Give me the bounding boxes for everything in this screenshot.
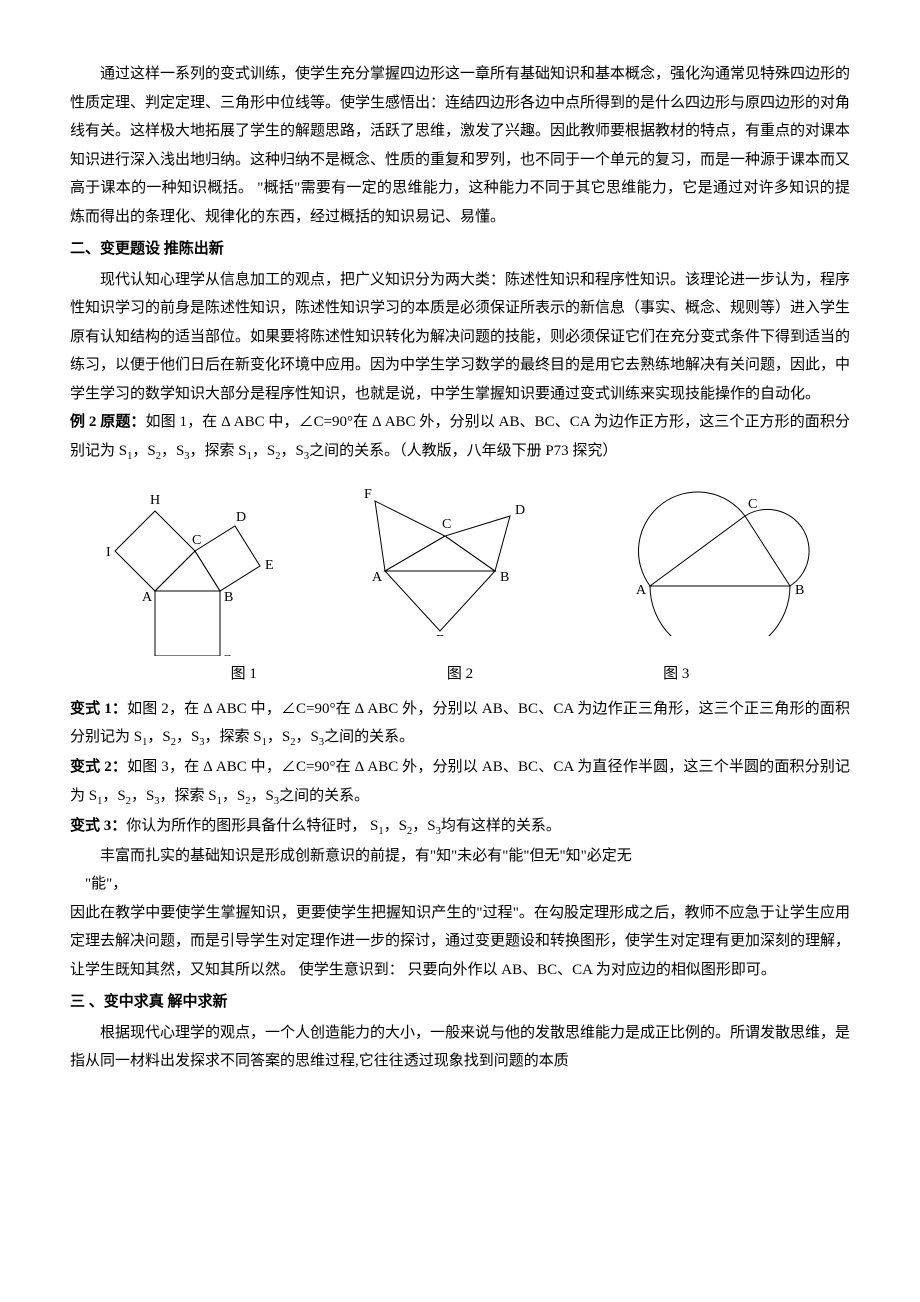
figure-3: A B C	[600, 476, 820, 656]
variant-1-prefix: 变式 1：	[70, 701, 127, 717]
figure-2: A B C D E F	[330, 476, 550, 656]
variant-2-tail: 之间的关系。	[279, 788, 369, 804]
variant-2-prefix: 变式 2：	[70, 759, 127, 775]
heading-section-3: 三 、变中求真 解中求新	[70, 988, 850, 1017]
svg-text:B: B	[795, 583, 804, 598]
svg-text:C: C	[748, 497, 757, 512]
variant-3-prefix: 变式 3：	[70, 818, 126, 834]
example-2-tail: 之间的关系。（人教版，八年级下册 P73 探究）	[309, 443, 617, 459]
sub-2: 2	[156, 451, 161, 462]
svg-text:A: A	[142, 590, 153, 605]
svg-text:E: E	[265, 558, 274, 573]
variant-3: 变式 3：你认为所作的图形具备什么特征时， S1，S2，S3均有这样的关系。	[70, 812, 850, 842]
variant-3-tail: 均有这样的关系。	[441, 818, 561, 834]
sub-5: 2	[275, 451, 280, 462]
figure-1: A B C D E F G H I	[100, 476, 280, 656]
svg-text:D: D	[236, 510, 246, 525]
sub-1: 1	[127, 451, 132, 462]
example-2-body-b: ，探索 S	[190, 443, 247, 459]
variant-2: 变式 2：如图 3，在 Δ ABC 中，∠C=90°在 Δ ABC 外，分别以 …	[70, 753, 850, 811]
svg-text:E: E	[436, 633, 445, 636]
paragraph-2: 现代认知心理学从信息加工的观点，把广义知识分为两大类：陈述性知识和程序性知识。该…	[70, 266, 850, 409]
caption-1: 图 1	[231, 660, 257, 689]
svg-text:B: B	[224, 590, 233, 605]
svg-text:F: F	[364, 487, 372, 502]
svg-text:A: A	[636, 583, 647, 598]
example-2: 例 2 原题：如图 1，在 Δ ABC 中，∠C=90°在 Δ ABC 外，分别…	[70, 408, 850, 466]
variant-1-body-b: ，探索 S	[205, 729, 262, 745]
variant-1-body-a: 如图 2，在 Δ ABC 中，∠C=90°在 Δ ABC 外，分别以 AB、BC…	[70, 701, 850, 746]
svg-text:A: A	[372, 570, 383, 585]
figure-row: A B C D E F G H I	[70, 476, 850, 656]
svg-text:C: C	[192, 533, 201, 548]
variant-1-tail: 之间的关系。	[324, 729, 414, 745]
svg-text:F: F	[142, 655, 150, 656]
variant-2-body-b: ，探索 S	[160, 788, 217, 804]
caption-2: 图 2	[447, 660, 473, 689]
svg-text:B: B	[500, 570, 509, 585]
variant-1: 变式 1：如图 2，在 Δ ABC 中，∠C=90°在 Δ ABC 外，分别以 …	[70, 695, 850, 753]
svg-text:H: H	[150, 493, 160, 508]
paragraph-3a: 丰富而扎实的基础知识是形成创新意识的前提，有"知"未必有"能"但无"知"必定无	[70, 842, 850, 871]
example-2-prefix: 例 2 原题：	[70, 414, 146, 430]
paragraph-5: 根据现代心理学的观点，一个人创造能力的大小，一般来说与他的发散思维能力是成正比例…	[70, 1019, 850, 1076]
svg-text:C: C	[442, 517, 451, 532]
paragraph-1: 通过这样一系列的变式训练，使学生充分掌握四边形这一章所有基础知识和基本概念，强化…	[70, 60, 850, 231]
heading-section-2: 二、变更题设 推陈出新	[70, 235, 850, 264]
variant-3-body-a: 你认为所作的图形具备什么特征时， S	[126, 818, 378, 834]
paragraph-3b: "能"，	[70, 870, 850, 899]
paragraph-4: 因此在教学中要使学生掌握知识，更要使学生把握知识产生的"过程"。在勾股定理形成之…	[70, 899, 850, 985]
caption-3: 图 3	[663, 660, 689, 689]
sub-4: 1	[247, 451, 252, 462]
svg-text:G: G	[222, 653, 232, 656]
svg-text:D: D	[515, 503, 525, 518]
figure-caption-row: 图 1 图 2 图 3	[70, 660, 850, 689]
svg-text:I: I	[106, 545, 111, 560]
